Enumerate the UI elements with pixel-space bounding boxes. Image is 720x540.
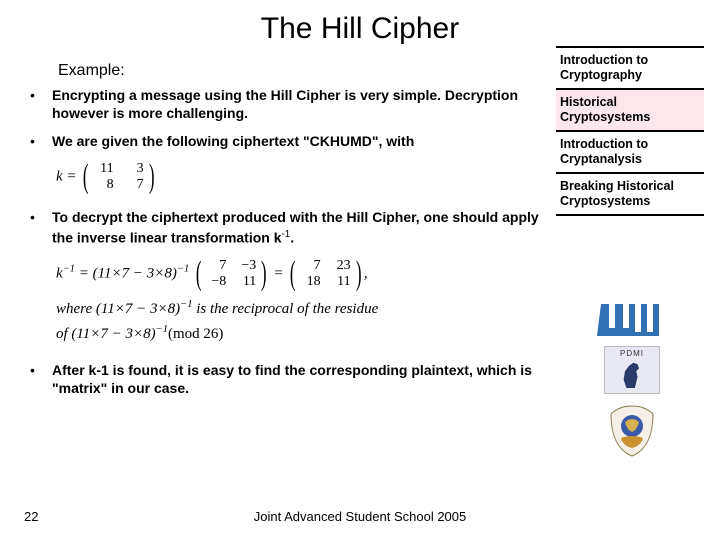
matrix-m1: ( 7−3 −811 ) xyxy=(193,257,270,291)
bullet-text: Encrypting a message using the Hill Ciph… xyxy=(52,86,540,122)
bullet-text: We are given the following ciphertext "C… xyxy=(52,132,414,150)
example-label: Example: xyxy=(58,62,540,80)
kinv-eq: = (11×7 − 3×8) xyxy=(79,265,177,281)
logos: PDMI xyxy=(562,300,702,458)
k-label: k = xyxy=(56,168,77,184)
sidebar-item-intro-crypto[interactable]: Introduction to Cryptography xyxy=(556,46,704,88)
bullet-3: • To decrypt the ciphertext produced wit… xyxy=(30,208,540,247)
bullet-marker: • xyxy=(30,132,52,150)
bullet-marker: • xyxy=(30,208,52,226)
bullet-marker: • xyxy=(30,361,52,379)
main-content: Example: • Encrypting a message using th… xyxy=(30,62,540,407)
matrix-k: ( 113 87 ) xyxy=(80,160,157,194)
math-kinv: k−1 = (11×7 − 3×8)−1 ( 7−3 −811 ) = ( 72… xyxy=(56,257,540,343)
bullet-text: After k-1 is found, it is easy to find t… xyxy=(52,361,540,397)
matrix-m2: ( 723 1811 ) xyxy=(287,257,364,291)
sidebar-item-cryptanalysis[interactable]: Introduction to Cryptanalysis xyxy=(556,130,704,172)
tum-logo-icon xyxy=(597,300,667,336)
slide: The Hill Cipher Example: • Encrypting a … xyxy=(0,0,720,540)
sidebar-item-historical[interactable]: Historical Cryptosystems xyxy=(556,88,704,130)
shield-logo-icon xyxy=(607,404,657,458)
sidebar-nav: Introduction to Cryptography Historical … xyxy=(556,46,704,216)
sidebar-item-breaking[interactable]: Breaking Historical Cryptosystems xyxy=(556,172,704,216)
horse-icon xyxy=(618,360,646,388)
bullet-2: • We are given the following ciphertext … xyxy=(30,132,540,150)
pdmi-label: PDMI xyxy=(620,349,644,358)
math-k: k = ( 113 87 ) xyxy=(56,160,540,194)
bullet-4: • After k-1 is found, it is easy to find… xyxy=(30,361,540,397)
bullet-1: • Encrypting a message using the Hill Ci… xyxy=(30,86,540,122)
kinv-label: k xyxy=(56,265,63,281)
bullet-marker: • xyxy=(30,86,52,104)
bullet-text: To decrypt the ciphertext produced with … xyxy=(52,208,540,247)
pdmi-logo-icon: PDMI xyxy=(604,346,660,394)
footer-text: Joint Advanced Student School 2005 xyxy=(0,509,720,524)
